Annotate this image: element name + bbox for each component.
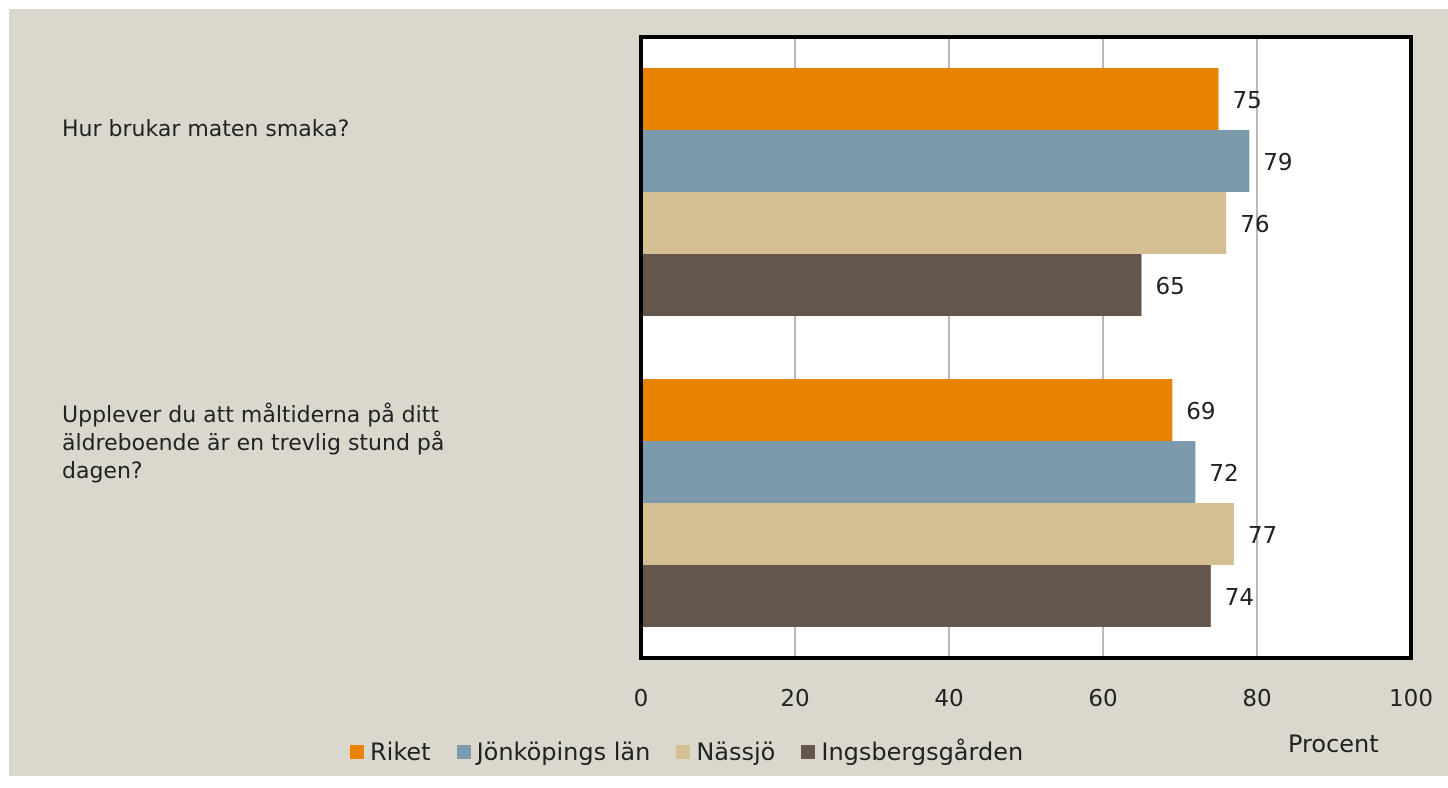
legend-swatch [456,745,471,759]
legend-swatch [676,745,691,759]
data-label: 76 [1240,212,1269,238]
legend: Riket Jönköpings län Nässjö Ingsbergsgår… [350,738,1049,766]
legend-label: Nässjö [696,738,776,766]
legend-item-jonkopings-lan: Jönköpings län [456,738,651,766]
legend-item-riket: Riket [350,738,431,766]
data-label: 69 [1186,399,1215,425]
bar [641,503,1234,565]
data-label: 77 [1248,523,1277,549]
bar [641,192,1227,254]
legend-item-nassjo: Nässjö [676,738,775,766]
data-label: 65 [1156,274,1185,300]
legend-swatch [801,745,816,759]
data-label: 72 [1209,461,1238,487]
data-label: 75 [1233,88,1262,114]
x-tick-label: 20 [780,686,809,712]
bar [641,441,1196,503]
bar [641,130,1250,192]
x-tick-label: 80 [1242,686,1271,712]
bar [641,254,1142,316]
legend-label: Ingsbergsgården [821,738,1024,766]
data-label: 74 [1225,585,1254,611]
category-label-1: Upplever du att måltiderna på ditt äldre… [62,403,445,484]
x-tick-label: 60 [1088,686,1117,712]
legend-swatch [350,745,364,759]
legend-label: Riket [370,738,431,766]
x-axis-label: Procent [1288,730,1379,758]
legend-item-ingsbergsgarden: Ingsbergsgården [801,738,1023,766]
x-tick-label: 0 [634,686,649,712]
legend-label: Jönköpings län [476,738,651,766]
bar [641,565,1211,627]
data-label: 79 [1263,150,1292,176]
plot-border [639,35,1413,660]
x-tick-label: 100 [1389,686,1433,712]
x-tick-label: 40 [934,686,963,712]
bar [641,379,1173,441]
bar [641,68,1219,130]
category-label-0: Hur brukar maten smaka? [62,117,350,142]
